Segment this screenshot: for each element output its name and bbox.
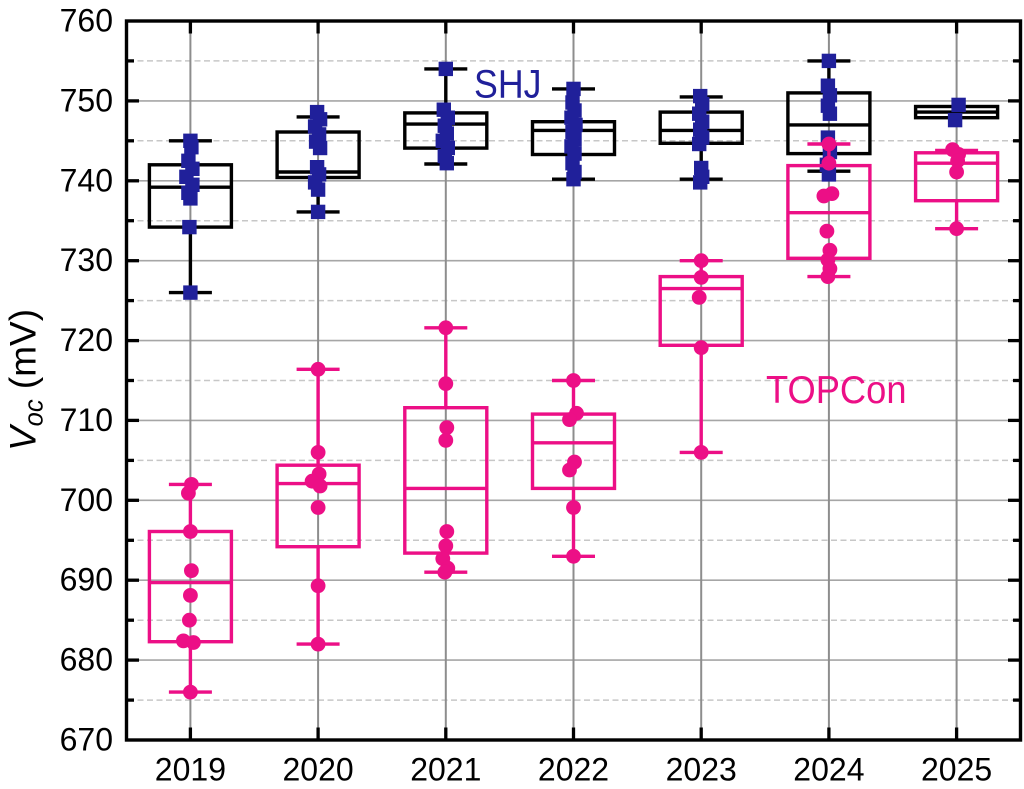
svg-text:750: 750 [60,82,113,118]
svg-text:710: 710 [60,402,113,438]
svg-text:2022: 2022 [538,752,609,788]
svg-text:SHJ: SHJ [474,63,542,107]
svg-text:TOPCon: TOPCon [766,369,907,412]
svg-text:2025: 2025 [921,752,992,788]
svg-text:690: 690 [60,562,113,598]
svg-text:Voc (mV): Voc (mV) [3,309,49,451]
svg-text:2024: 2024 [793,752,864,788]
svg-text:2023: 2023 [666,752,737,788]
svg-text:720: 720 [60,322,113,358]
svg-text:730: 730 [60,242,113,278]
svg-text:2021: 2021 [410,752,481,788]
svg-text:680: 680 [60,642,113,678]
svg-text:700: 700 [60,482,113,518]
svg-text:760: 760 [60,3,113,39]
svg-text:670: 670 [60,722,113,758]
svg-text:2020: 2020 [283,752,354,788]
svg-text:740: 740 [60,162,113,198]
svg-text:2019: 2019 [155,752,226,788]
